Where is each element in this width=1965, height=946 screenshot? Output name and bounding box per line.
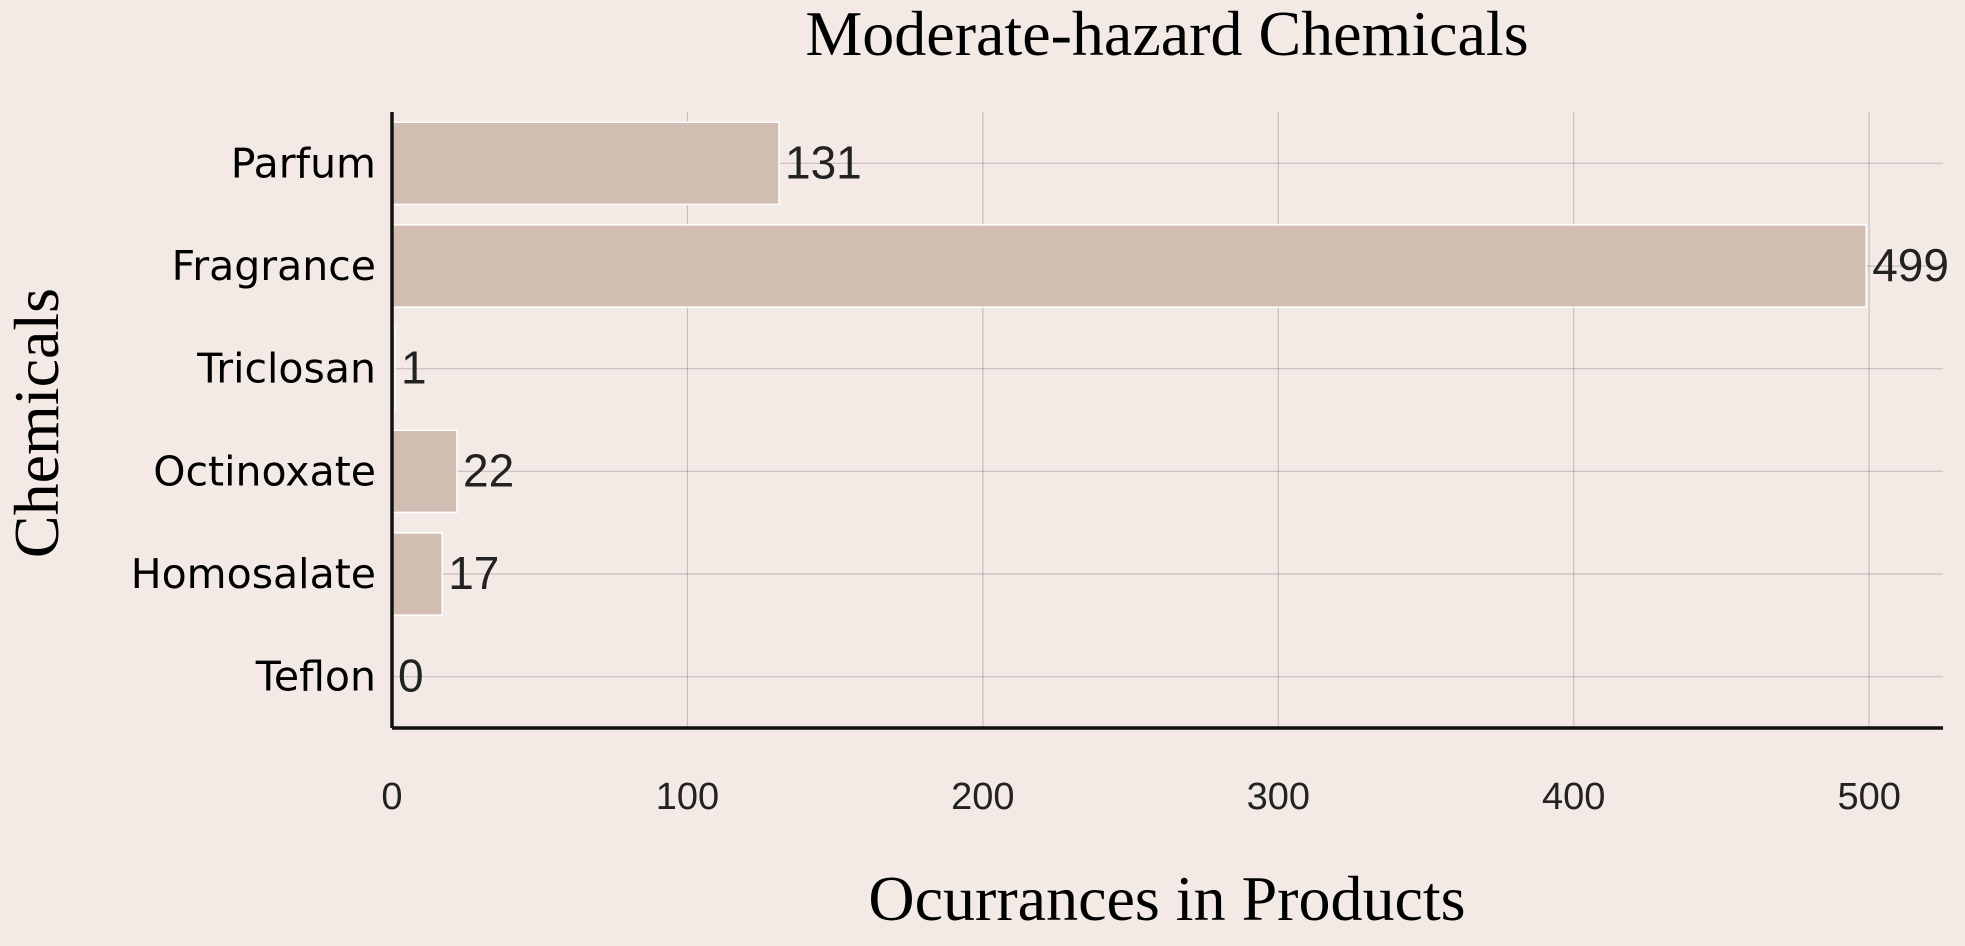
axis-layer [390,112,1943,730]
bar-octinoxate [391,429,458,514]
bar-layer [391,121,1867,616]
data-label: 499 [1872,239,1949,291]
x-tick-label: 500 [1837,776,1900,818]
x-tick-label: 400 [1542,776,1605,818]
y-tick-label: Triclosan [196,345,376,393]
label-layer: 0 100 200 300 400 500 Parfum 131 Fragrance 499 Tri… [131,136,1949,818]
y-tick-label: Octinoxate [153,447,376,495]
y-axis-title: Chemicals [1,288,72,558]
x-tick-label: 300 [1247,776,1310,818]
data-label: 17 [448,547,499,599]
x-tick-label: 200 [951,776,1014,818]
bar-parfum [391,121,780,206]
data-label: 0 [398,650,424,702]
bar-fragrance [391,224,1867,308]
x-tick-label: 100 [656,776,719,818]
y-tick-label: Fragrance [172,242,376,290]
x-axis-title: Ocurrances in Products [868,863,1465,934]
chart-title: Moderate-hazard Chemicals [805,0,1528,69]
y-tick-label: Teflon [255,653,376,701]
bar-homosalate [391,532,443,616]
y-tick-label: Parfum [231,139,376,187]
y-tick-label: Homosalate [131,550,376,598]
x-tick-label: 0 [381,776,402,818]
data-label: 131 [785,136,862,188]
data-label: 1 [401,342,427,394]
data-label: 22 [463,444,514,496]
